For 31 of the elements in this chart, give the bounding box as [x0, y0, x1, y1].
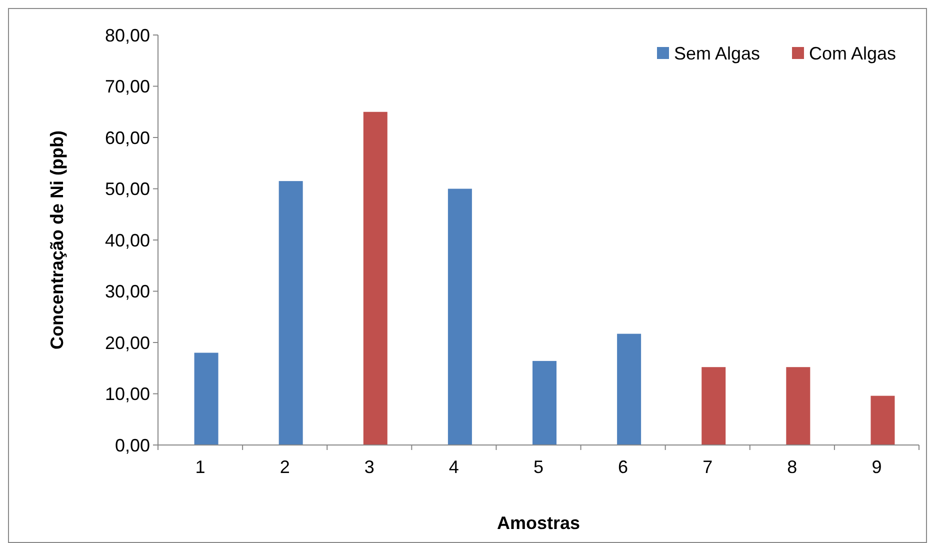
bar [617, 334, 642, 445]
x-tick-label: 9 [872, 457, 882, 477]
x-tick-label: 6 [618, 457, 628, 477]
bar [194, 352, 218, 445]
x-tick-label: 2 [280, 457, 290, 477]
x-tick-label: 3 [364, 457, 374, 477]
x-tick-label: 7 [702, 457, 713, 477]
bar [532, 360, 556, 445]
x-tick-label: 4 [448, 457, 459, 477]
y-tick-label: 60,00 [104, 128, 150, 148]
bar [870, 396, 895, 445]
x-tick-label: 8 [787, 457, 798, 477]
bar [278, 181, 303, 445]
y-tick-label: 30,00 [104, 282, 150, 302]
y-tick-label: 10,00 [104, 384, 150, 404]
legend-label: Sem Algas [674, 43, 760, 64]
y-tick-label: 70,00 [104, 76, 150, 97]
y-tick-label: 80,00 [104, 25, 150, 46]
legend-label: Com Algas [809, 43, 896, 64]
bar [702, 367, 726, 445]
bar [448, 188, 472, 445]
bar [786, 367, 810, 445]
y-tick-label: 40,00 [104, 230, 150, 250]
y-tick-label: 50,00 [104, 179, 150, 200]
y-axis-title: Concentração de Ni (ppb) [47, 130, 67, 350]
y-tick-label: 20,00 [104, 332, 150, 353]
bar [363, 112, 388, 445]
x-tick-label: 1 [195, 457, 206, 477]
x-axis-title: Amostras [496, 513, 580, 533]
y-tick-label: 0,00 [114, 435, 150, 456]
x-tick-label: 5 [533, 457, 544, 477]
